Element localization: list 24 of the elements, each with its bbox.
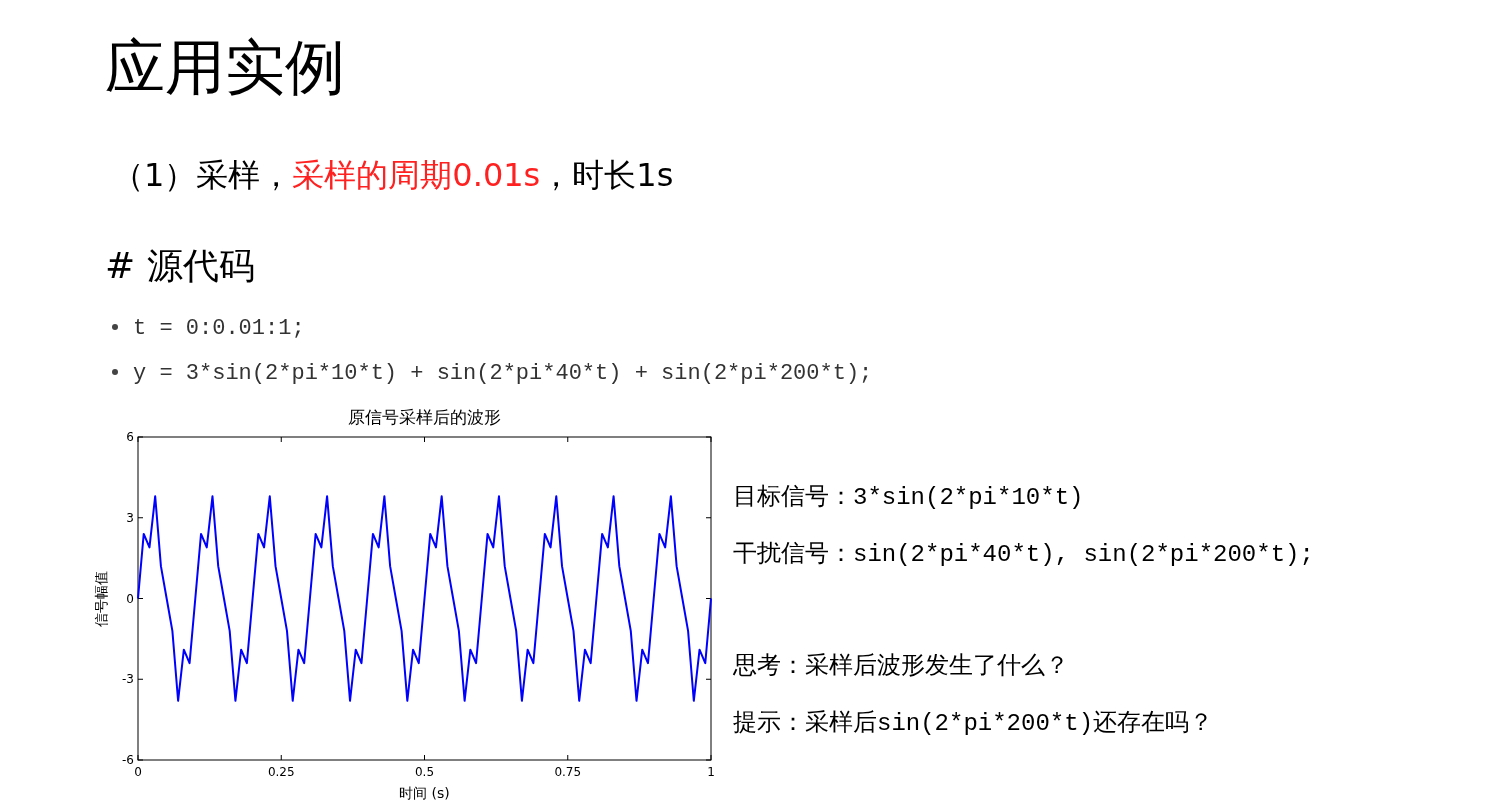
text: 应用实例: [105, 32, 345, 102]
y-tick-label: 3: [126, 510, 134, 525]
text: ，时长1s: [540, 156, 674, 194]
x-axis-title: 时间 (s): [399, 785, 450, 801]
x-tick-label: 0.25: [267, 765, 295, 779]
text: 目标信号：3*sin(2*pi*10*t): [733, 484, 1084, 511]
x-tick-label: 0.5: [414, 765, 435, 779]
text: （1）采样，: [112, 156, 293, 194]
y-tick-label: -3: [122, 672, 134, 687]
text: # 源代码: [105, 245, 255, 286]
y-tick-label: 0: [126, 591, 134, 606]
y-tick-label: -6: [122, 753, 134, 767]
y-tick-label: 6: [126, 430, 134, 444]
text: 提示：采样后sin(2*pi*200*t)还存在吗？: [733, 710, 1214, 737]
x-tick-label: 1: [707, 765, 715, 779]
text: 思考：采样后波形发生了什么？: [732, 653, 1069, 680]
line-series: [137, 495, 712, 702]
x-tick-label: 0.75: [554, 765, 582, 779]
text: y = 3*sin(2*pi*10*t) + sin(2*pi*40*t) + sin(2*pi*200*t);: [133, 361, 873, 386]
chart-title: 原信号采样后的波形: [348, 407, 501, 427]
y-axis-title: 信号幅值: [93, 570, 109, 627]
text: 干扰信号：sin(2*pi*40*t), sin(2*pi*200*t);: [733, 541, 1314, 568]
text: 采样的周期0.01s: [292, 156, 541, 194]
text: t = 0:0.01:1;: [133, 316, 305, 341]
